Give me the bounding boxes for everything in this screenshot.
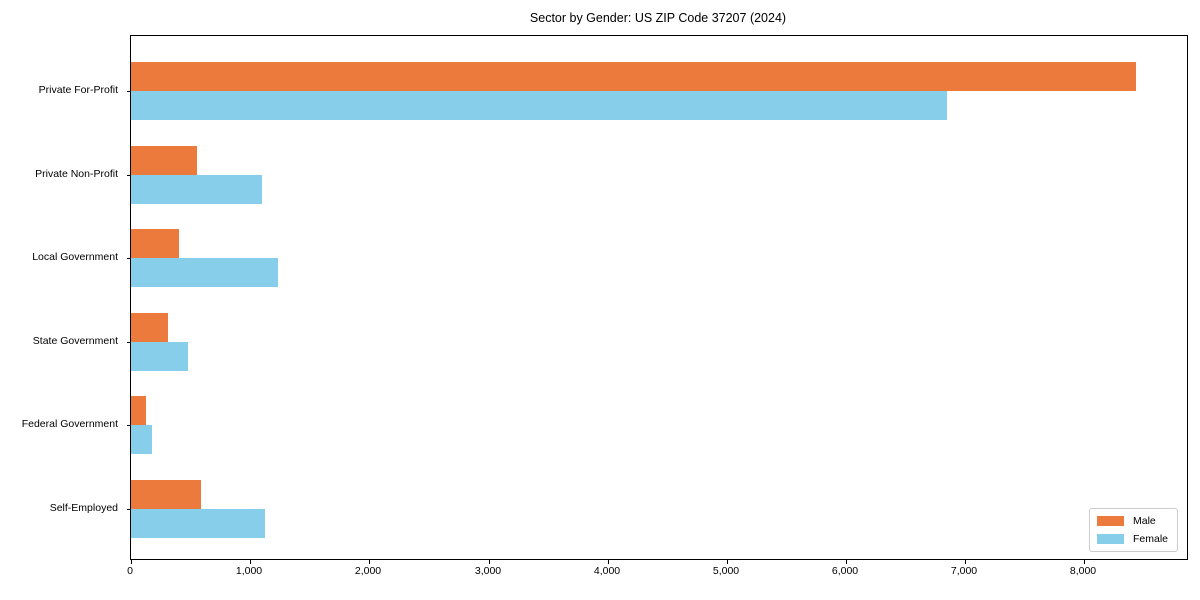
bar-male-self-employed — [131, 480, 201, 509]
x-axis-label-1000: 1,000 — [235, 565, 263, 577]
x-axis-label-4000: 4,000 — [593, 565, 621, 577]
bar-female-state-government — [131, 341, 188, 371]
bar-male-federal-government — [131, 396, 146, 426]
x-axis-tick — [369, 560, 370, 564]
bar-female-local-government — [131, 258, 278, 288]
bar-male-private-non-profit — [131, 145, 197, 175]
x-axis-label-8000: 8,000 — [1069, 565, 1097, 577]
x-axis-label-2000: 2,000 — [354, 565, 382, 577]
x-axis-label-3000: 3,000 — [474, 565, 502, 577]
y-axis-tick — [127, 425, 131, 426]
y-axis-tick — [127, 342, 131, 343]
legend: Male Female — [1088, 508, 1178, 552]
y-axis-tick — [127, 91, 131, 92]
y-axis-label-local-government: Local Government — [32, 251, 118, 264]
x-axis-tick — [489, 560, 490, 564]
y-axis-label-self-employed: Self-Employed — [49, 502, 118, 514]
bar-female-federal-government — [131, 425, 152, 455]
x-axis-label-5000: 5,000 — [712, 565, 740, 577]
x-axis-tick — [1084, 560, 1085, 564]
bar-female-self-employed — [131, 509, 265, 538]
y-axis-tick — [127, 258, 131, 259]
bar-female-private-non-profit — [131, 174, 262, 204]
legend-label-female: Female — [1132, 533, 1168, 545]
plot-area: Male Female — [127, 35, 1188, 564]
y-axis-label-federal-government: Federal Government — [21, 418, 118, 431]
x-axis-tick — [608, 560, 609, 564]
bar-female-private-for-profit — [131, 91, 947, 120]
chart-title: Sector by Gender: US ZIP Code 37207 (202… — [529, 11, 787, 25]
x-axis-tick — [965, 560, 966, 564]
legend-item-female: Female — [1096, 533, 1168, 545]
legend-label-male: Male — [1132, 515, 1156, 527]
x-axis-label-0: 0 — [127, 565, 133, 577]
legend-swatch-female — [1096, 534, 1124, 544]
x-axis-label-7000: 7,000 — [950, 565, 978, 577]
x-axis-tick — [131, 560, 132, 564]
x-axis-tick — [846, 560, 847, 564]
bar-male-local-government — [131, 229, 179, 259]
y-axis-label-private-for-profit: Private For-Profit — [38, 84, 118, 96]
legend-swatch-male — [1096, 516, 1124, 526]
bar-male-private-for-profit — [131, 62, 1136, 91]
y-axis-label-state-government: State Government — [32, 334, 118, 347]
y-axis-tick — [127, 509, 131, 510]
x-axis-label-6000: 6,000 — [831, 565, 859, 577]
x-axis-tick — [727, 560, 728, 564]
y-axis-tick — [127, 175, 131, 176]
legend-item-male: Male — [1096, 515, 1168, 527]
x-axis-tick — [250, 560, 251, 564]
bar-male-state-government — [131, 312, 168, 342]
y-axis-label-private-non-profit: Private Non-Profit — [35, 167, 118, 180]
